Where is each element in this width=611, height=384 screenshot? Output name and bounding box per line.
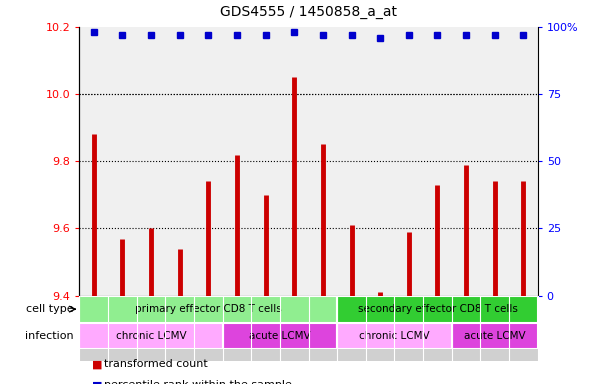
Bar [452,323,538,349]
Bar [79,296,337,323]
Text: transformed count: transformed count [104,359,208,369]
Text: ■: ■ [92,359,102,369]
Text: ■: ■ [92,380,102,384]
Text: acute LCMV: acute LCMV [464,331,525,341]
Text: primary effector CD8 T cells: primary effector CD8 T cells [135,304,282,314]
Bar [337,323,452,349]
Bar [79,323,222,349]
Text: chronic LCMV: chronic LCMV [359,331,430,341]
Text: chronic LCMV: chronic LCMV [115,331,186,341]
Text: cell type: cell type [26,304,73,314]
Bar [337,296,538,323]
Text: GDS4555 / 1450858_a_at: GDS4555 / 1450858_a_at [220,5,397,19]
Text: acute LCMV: acute LCMV [249,331,311,341]
Bar [222,323,337,349]
Text: infection: infection [24,331,73,341]
Text: secondary effector CD8 T cells: secondary effector CD8 T cells [357,304,518,314]
Text: percentile rank within the sample: percentile rank within the sample [104,380,291,384]
